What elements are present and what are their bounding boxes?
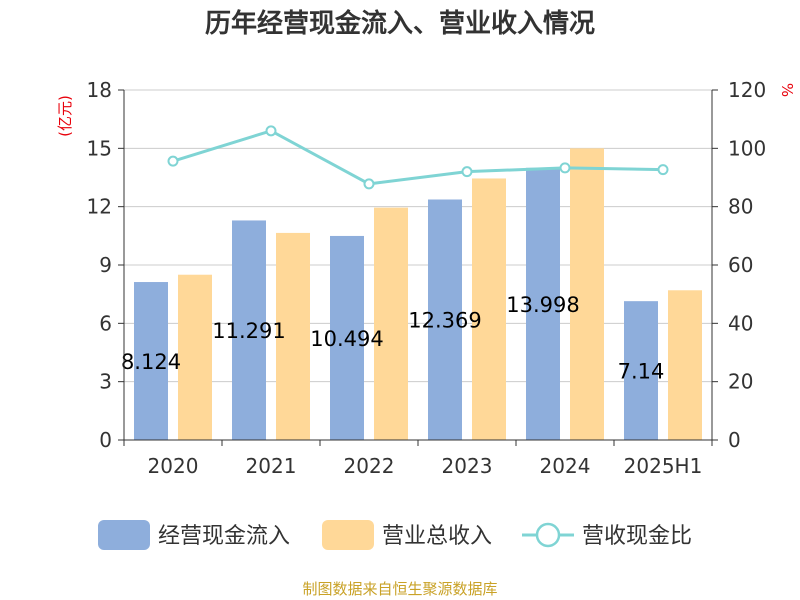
right-axis-tick-label: 60	[728, 253, 753, 277]
left-axis-tick-label: 15	[87, 136, 112, 160]
bar-cash-inflow	[232, 220, 266, 440]
legend-swatch-revenue	[322, 520, 374, 550]
x-axis-tick-label: 2024	[540, 454, 591, 478]
ratio-point	[363, 178, 375, 190]
data-label: 12.369	[408, 309, 481, 333]
ratio-line	[172, 129, 664, 186]
bar-revenue	[374, 207, 408, 440]
left-axis-tick-label: 9	[99, 253, 112, 277]
ratio-point	[461, 166, 473, 178]
right-axis-tick-label: 120	[728, 78, 766, 102]
x-axis-tick-label: 2021	[246, 454, 297, 478]
data-label: 7.14	[618, 360, 665, 384]
bar-cash-inflow	[134, 282, 168, 440]
bars-layer	[134, 148, 702, 441]
left-axis-tick-label: 12	[87, 195, 112, 219]
bar-revenue	[276, 232, 310, 440]
right-axis-tick-label: 20	[728, 370, 753, 394]
source-note: 制图数据来自恒生聚源数据库	[302, 580, 497, 598]
left-axis-tick-label: 3	[99, 370, 112, 394]
data-label: 11.291	[212, 319, 285, 343]
ratio-point	[265, 125, 277, 137]
bar-cash-inflow	[330, 235, 364, 440]
bar-cash-inflow	[428, 199, 462, 440]
legend: 经营现金流入 营业总收入 营收现金比	[98, 520, 692, 550]
axes-layer: 0 3 6 9 12 15 18 0 20 40 60 80 100 120 2020 2021 2022 202…	[87, 78, 767, 478]
right-axis-tick-label: 40	[728, 311, 753, 335]
ratio-point	[657, 164, 669, 176]
bar-revenue	[178, 274, 212, 440]
left-axis-unit: (亿元)	[56, 95, 74, 137]
bar-revenue	[668, 290, 702, 440]
left-axis-tick-label: 18	[87, 78, 112, 102]
grid-lines	[124, 89, 712, 383]
data-label: 10.494	[310, 327, 383, 351]
right-axis-tick-label: 100	[728, 136, 766, 160]
left-axis-tick-label: 0	[99, 428, 112, 452]
legend-swatch-cash-inflow	[98, 520, 150, 550]
left-axis-tick-label: 6	[99, 311, 112, 335]
right-axis-tick-label: 0	[728, 428, 741, 452]
x-axis-tick-label: 2020	[148, 454, 199, 478]
x-axis-tick-label: 2022	[344, 454, 395, 478]
bar-revenue	[570, 148, 604, 441]
data-label: 8.124	[121, 350, 181, 374]
legend-label-cash-inflow: 经营现金流入	[158, 524, 290, 549]
data-labels-layer: 8.124 11.291 10.494 12.369 13.998 7.14	[121, 293, 664, 384]
data-label: 13.998	[506, 293, 579, 317]
x-axis-tick-label: 2023	[442, 454, 493, 478]
legend-label-ratio: 营收现金比	[582, 524, 692, 549]
ratio-point	[559, 162, 571, 174]
chart-title: 历年经营现金流入、营业收入情况	[205, 8, 595, 39]
bar-cash-inflow	[624, 301, 658, 440]
bar-cash-inflow	[526, 167, 560, 441]
ratio-line-layer	[167, 125, 669, 190]
right-axis-unit: %	[778, 83, 796, 97]
legend-label-revenue: 营业总收入	[382, 524, 492, 549]
x-axis-tick-label: 2025H1	[624, 454, 703, 478]
bar-revenue	[472, 178, 506, 440]
right-axis-tick-label: 80	[728, 195, 753, 219]
ratio-point	[167, 155, 179, 167]
legend-swatch-ratio-marker	[535, 522, 561, 548]
